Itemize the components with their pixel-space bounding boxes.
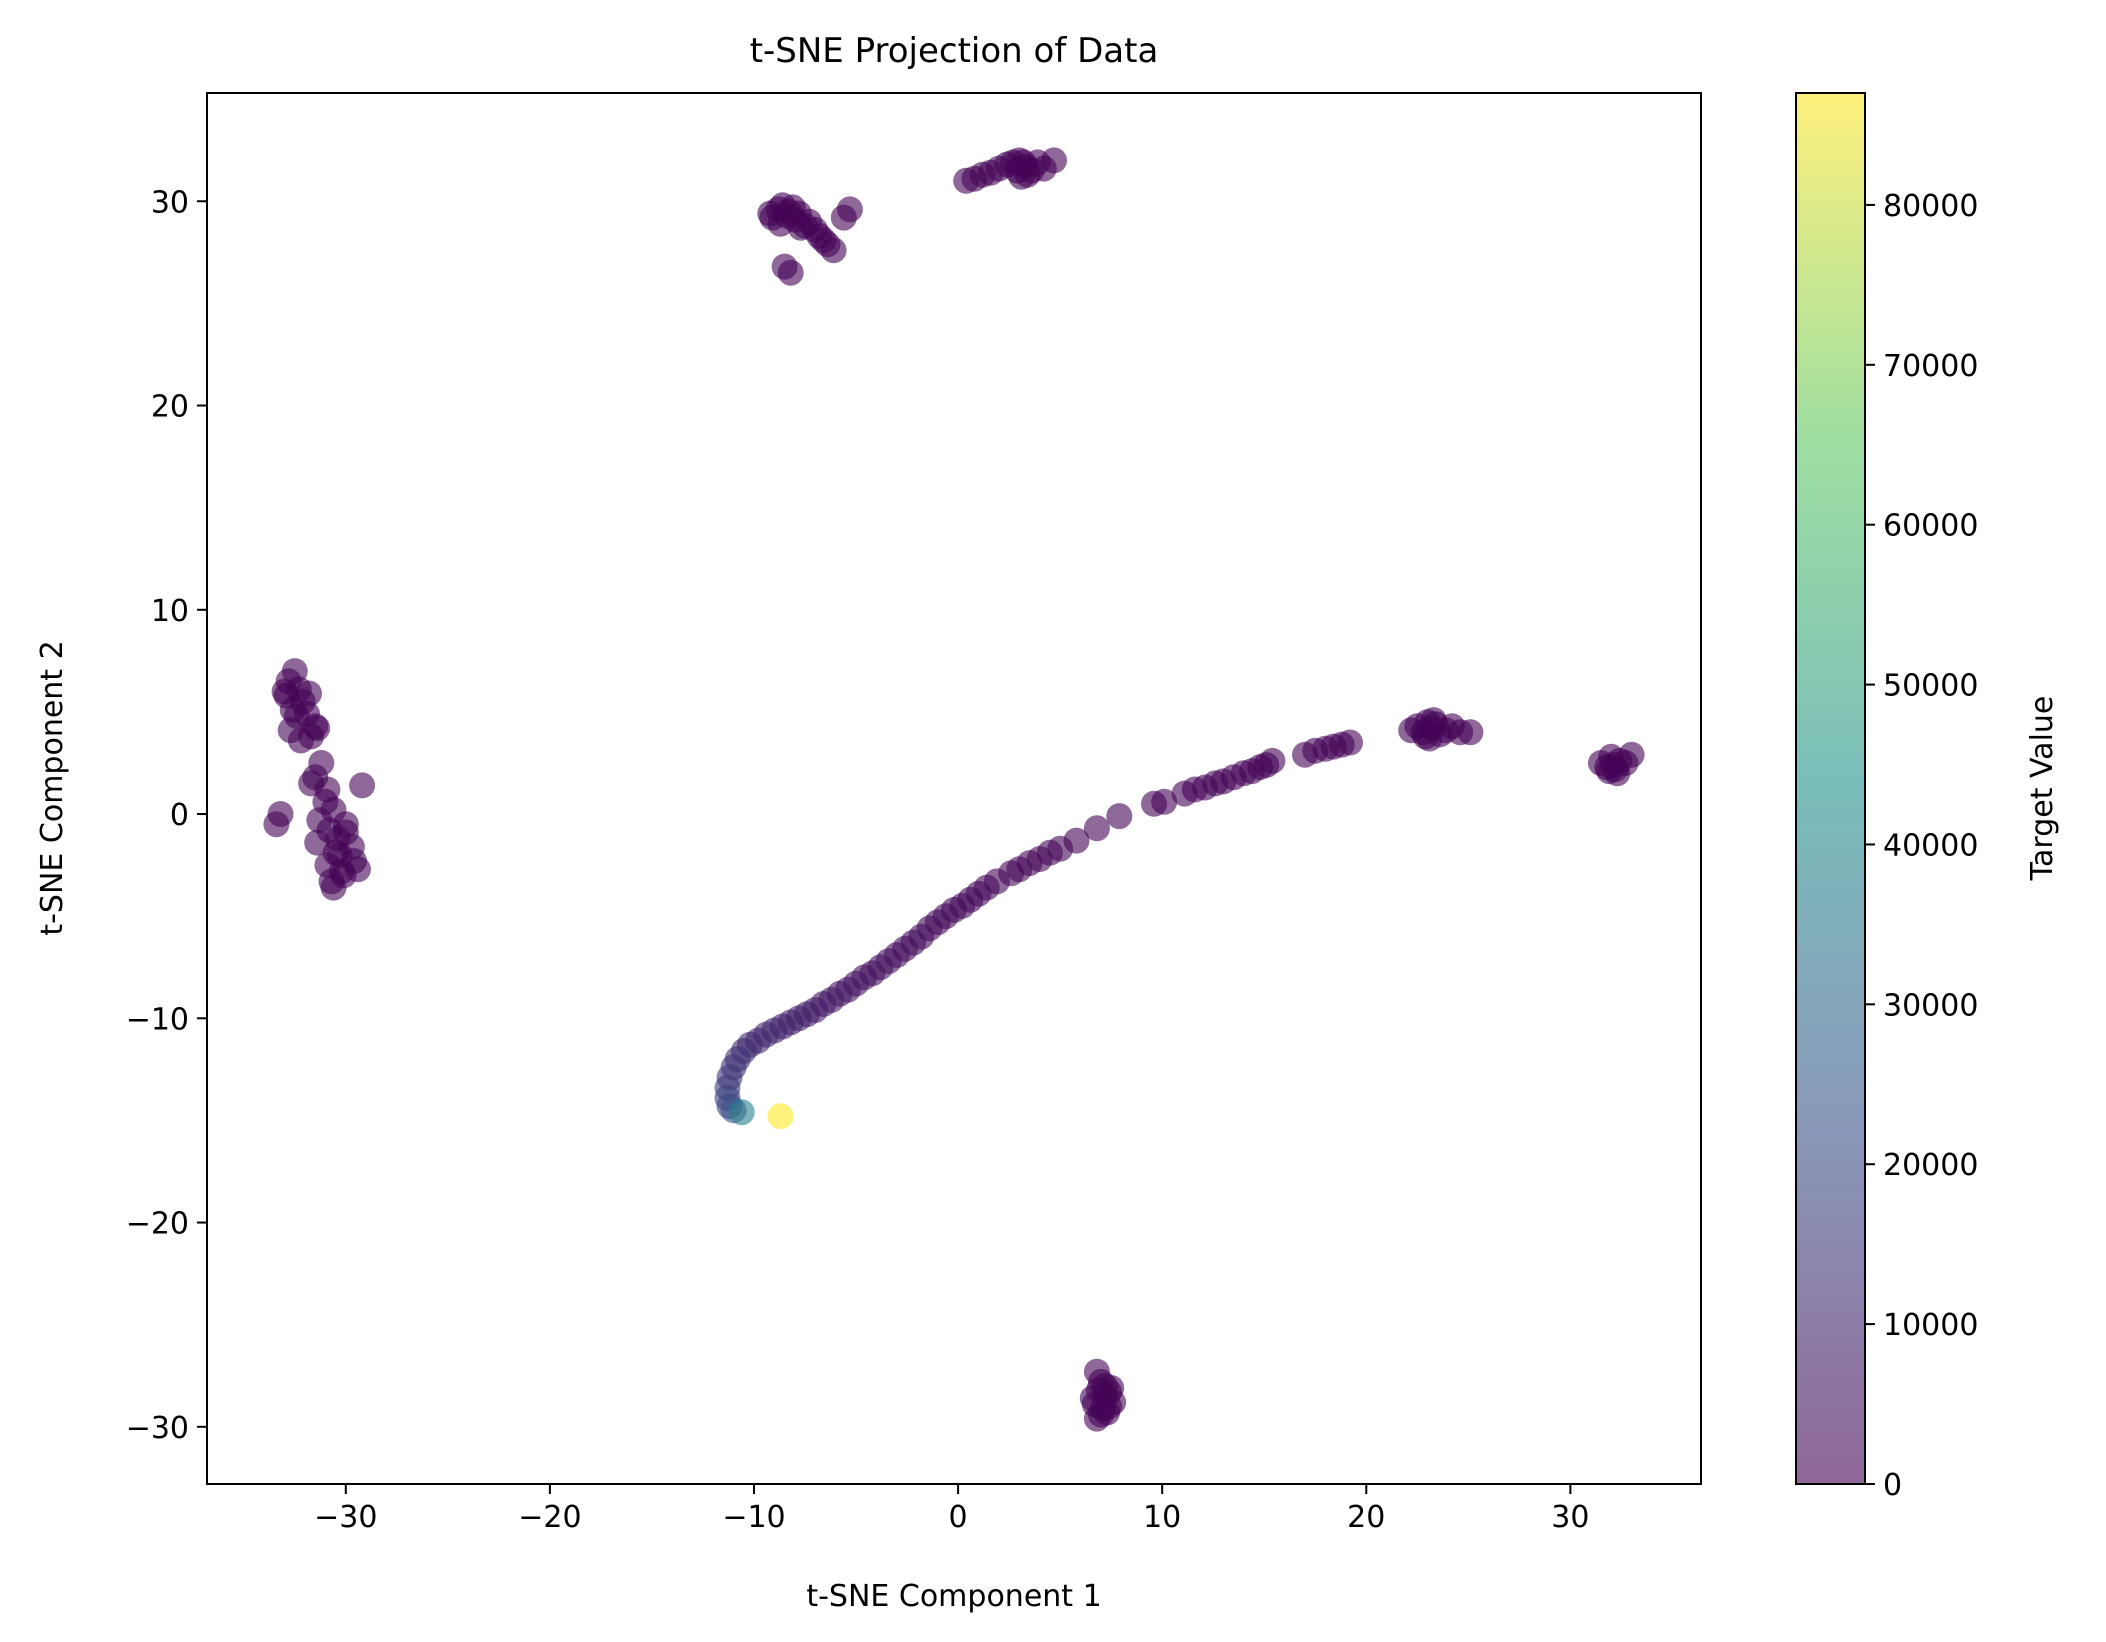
- scatter-point: [810, 227, 837, 254]
- scatter-point: [345, 856, 371, 883]
- scatter-point: [1010, 149, 1037, 176]
- x-tick-label: 30: [1551, 1500, 1589, 1535]
- x-tick-label: 0: [949, 1500, 968, 1535]
- x-tick-label: −10: [722, 1500, 785, 1535]
- scatter-point: [287, 727, 314, 754]
- scatter-point: [1457, 719, 1484, 746]
- scatter-point: [757, 200, 784, 227]
- scatter-point: [836, 196, 863, 223]
- scatter-point: [1604, 760, 1631, 787]
- scatter-point: [728, 1099, 755, 1126]
- scatter-point: [787, 214, 814, 241]
- scatter-point: [1096, 1393, 1123, 1420]
- x-tick-label: 10: [1143, 1500, 1181, 1535]
- colorbar-tick-label: 60000: [1883, 509, 1978, 544]
- colorbar-tick-label: 80000: [1883, 189, 1978, 224]
- colorbar-tick-label: 0: [1883, 1468, 1902, 1503]
- colorbar-gradient: [1796, 93, 1865, 1484]
- scatter-point: [298, 770, 325, 797]
- scatter-point: [1420, 707, 1447, 734]
- plot-area: −30 −20 −10 0 10 20 30 −30 −20 −10 0 10 20 30: [126, 92, 1702, 1535]
- scatter-point: [777, 259, 804, 286]
- colorbar-ticks: 0 10000 20000 30000 40000 50000 60000 70000 8000…: [1865, 189, 1978, 1503]
- x-tick-label: 20: [1347, 1500, 1385, 1535]
- colorbar-tick-label: 70000: [1883, 349, 1978, 384]
- scatter-point: [767, 1103, 794, 1130]
- scatter-point: [1041, 147, 1067, 174]
- scatter-point: [332, 819, 359, 846]
- scatter-point: [320, 874, 347, 901]
- colorbar-tick-label: 40000: [1883, 828, 1978, 863]
- scatter-point: [1092, 1373, 1118, 1399]
- scatter-point: [279, 696, 306, 723]
- y-tick-label: −20: [126, 1207, 189, 1242]
- x-axis-label: t-SNE Component 1: [806, 1579, 1101, 1614]
- y-tick-label: 20: [151, 390, 189, 425]
- colorbar-frame: [1795, 92, 1866, 1485]
- scatter-point: [304, 829, 331, 856]
- plot-frame: [206, 92, 1702, 1485]
- scatter-points: [263, 147, 1645, 1432]
- scatter-point: [349, 772, 376, 799]
- y-axis-ticks: −30 −20 −10 0 10 20 30: [126, 185, 207, 1446]
- scatter-point: [296, 680, 322, 707]
- scatter-point: [1083, 815, 1110, 842]
- y-tick-label: −10: [126, 1002, 189, 1037]
- x-axis-ticks: −30 −20 −10 0 10 20 30: [314, 1484, 1589, 1535]
- scatter-point: [1141, 790, 1167, 817]
- scatter-point: [1106, 803, 1133, 830]
- scatter-point: [779, 194, 806, 221]
- y-tick-label: 0: [170, 798, 189, 833]
- y-axis-label: t-SNE Component 2: [35, 640, 70, 935]
- colorbar-tick-label: 50000: [1883, 669, 1978, 704]
- chart-title: t-SNE Projection of Data: [750, 31, 1159, 71]
- colorbar-label: Target Value: [2025, 696, 2060, 882]
- y-tick-label: 10: [151, 594, 189, 629]
- colorbar: 0 10000 20000 30000 40000 50000 60000 70000 8000…: [1795, 92, 2060, 1503]
- x-tick-label: −30: [314, 1500, 377, 1535]
- colorbar-tick-label: 10000: [1883, 1308, 1978, 1343]
- y-tick-label: −30: [126, 1411, 189, 1446]
- colorbar-tick-label: 30000: [1883, 988, 1978, 1023]
- scatter-point: [1292, 741, 1318, 768]
- scatter-point: [263, 811, 290, 838]
- y-tick-label: 30: [151, 185, 189, 220]
- x-tick-label: −20: [518, 1500, 581, 1535]
- colorbar-tick-label: 20000: [1883, 1148, 1978, 1183]
- scatter-point: [1171, 780, 1198, 807]
